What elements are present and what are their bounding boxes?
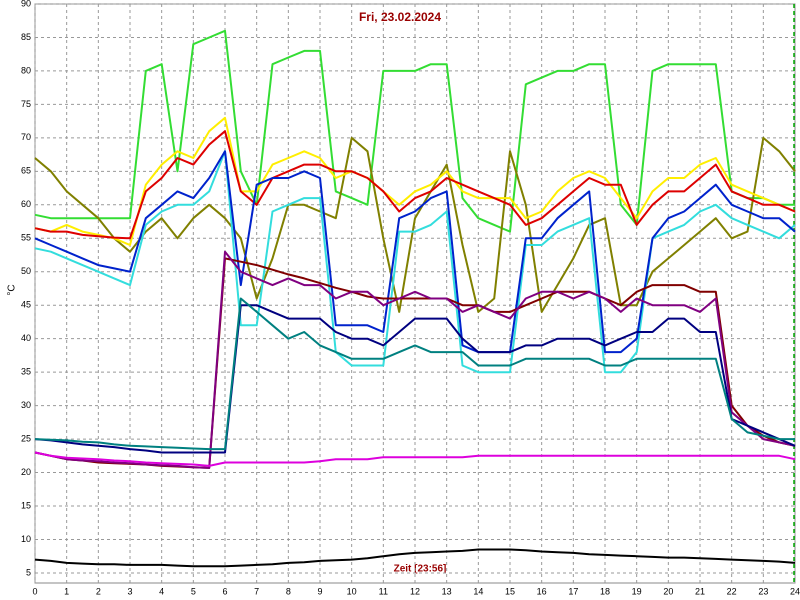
x-tick-label: 2 xyxy=(96,586,101,596)
x-tick-label: 14 xyxy=(473,586,483,596)
x-tick-label: 10 xyxy=(347,586,357,596)
y-tick-label: 45 xyxy=(21,300,31,310)
x-tick-label: 12 xyxy=(410,586,420,596)
y-tick-label: 70 xyxy=(21,132,31,142)
y-tick-label: 75 xyxy=(21,99,31,109)
y-tick-label: 40 xyxy=(21,333,31,343)
x-tick-label: 13 xyxy=(442,586,452,596)
y-tick-label: 25 xyxy=(21,433,31,443)
y-tick-label: 30 xyxy=(21,400,31,410)
y-tick-label: 15 xyxy=(21,500,31,510)
series-line xyxy=(34,150,796,354)
x-tick-label: 15 xyxy=(505,586,515,596)
series-line xyxy=(34,304,796,454)
y-tick-label: 65 xyxy=(21,166,31,176)
x-tick-label: 24 xyxy=(790,586,800,596)
series-line xyxy=(34,150,796,374)
x-tick-label: 0 xyxy=(32,586,37,596)
series-line xyxy=(34,29,795,233)
y-axis-label: °C xyxy=(7,284,18,295)
x-tick-label: 18 xyxy=(600,586,610,596)
y-tick-label: 35 xyxy=(21,367,31,377)
x-tick-label: 20 xyxy=(663,586,673,596)
y-tick-label: 20 xyxy=(21,467,31,477)
y-tick-label: 5 xyxy=(26,567,31,577)
x-tick-label: 23 xyxy=(758,586,768,596)
series-line xyxy=(34,116,796,246)
chart-title: Fri, 23.02.2024 xyxy=(359,10,441,24)
x-tick-label: 6 xyxy=(222,586,227,596)
series-line xyxy=(34,250,796,469)
x-tick-label: 1 xyxy=(64,586,69,596)
x-tick-label: 8 xyxy=(286,586,291,596)
x-tick-label: 11 xyxy=(379,586,388,596)
x-tick-label: 16 xyxy=(537,586,547,596)
series-line xyxy=(34,451,796,467)
series-line xyxy=(34,548,796,568)
x-tick-label: 3 xyxy=(127,586,132,596)
y-tick-label: 80 xyxy=(21,65,31,75)
series-line xyxy=(34,130,796,240)
y-tick-label: 55 xyxy=(21,233,31,243)
x-tick-label: 17 xyxy=(568,586,578,596)
x-tick-label: 4 xyxy=(159,586,164,596)
series-line xyxy=(34,136,796,313)
y-tick-label: 10 xyxy=(21,534,31,544)
y-tick-label: 85 xyxy=(21,32,31,42)
y-tick-label: 50 xyxy=(21,266,31,276)
annotation: Zeit [23:56] xyxy=(394,564,447,575)
y-tick-label: 90 xyxy=(21,0,31,8)
x-tick-label: 22 xyxy=(727,586,737,596)
x-tick-label: 21 xyxy=(695,586,705,596)
x-tick-label: 9 xyxy=(317,586,322,596)
y-tick-label: 60 xyxy=(21,199,31,209)
x-tick-label: 5 xyxy=(191,586,196,596)
x-tick-label: 19 xyxy=(632,586,642,596)
series-line xyxy=(34,297,795,451)
x-tick-label: 7 xyxy=(254,586,259,596)
